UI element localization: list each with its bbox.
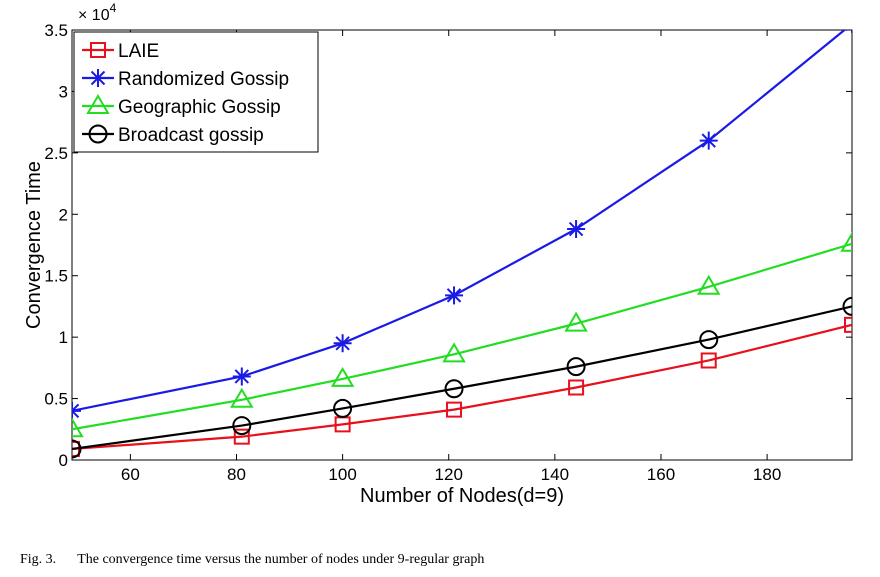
y-tick-label: 1 bbox=[59, 328, 68, 347]
x-tick-label: 80 bbox=[227, 465, 246, 484]
y-exponent-base: × 10 bbox=[78, 7, 110, 24]
data-point bbox=[568, 379, 585, 396]
legend-item: Broadcast gossip bbox=[82, 124, 264, 146]
data-point bbox=[72, 417, 84, 438]
data-point bbox=[845, 30, 852, 33]
asterisk-strokes bbox=[699, 131, 718, 150]
legend-marker bbox=[86, 94, 110, 114]
series-line bbox=[72, 305, 852, 451]
y-tick-label: 0.5 bbox=[44, 390, 68, 409]
data-point bbox=[232, 367, 251, 386]
y-exponent-label: × 104 bbox=[78, 1, 117, 24]
y-tick-label: 1.5 bbox=[44, 267, 68, 286]
y-tick-label: 2 bbox=[59, 205, 68, 224]
figure-caption: Fig. 3. The convergence time versus the … bbox=[20, 552, 484, 568]
data-point bbox=[699, 330, 719, 350]
data-point bbox=[840, 231, 852, 252]
data-point bbox=[72, 439, 82, 459]
y-axis-label: Convergence Time bbox=[23, 161, 45, 329]
asterisk-strokes bbox=[445, 286, 464, 305]
x-tick-label: 100 bbox=[328, 465, 356, 484]
data-point bbox=[330, 366, 355, 387]
series-broadcast-gossip bbox=[72, 296, 852, 459]
asterisk-strokes bbox=[232, 367, 251, 386]
legend-item: LAIE bbox=[82, 41, 159, 62]
data-point bbox=[567, 220, 586, 239]
legend-item: Randomized Gossip bbox=[82, 69, 289, 90]
data-point bbox=[333, 398, 353, 418]
legend-label: Randomized Gossip bbox=[118, 69, 289, 90]
x-tick-label: 160 bbox=[647, 465, 675, 484]
x-tick-label: 60 bbox=[121, 465, 140, 484]
data-point bbox=[699, 131, 718, 150]
data-point bbox=[230, 387, 254, 408]
series-randomized-gossip bbox=[72, 30, 852, 420]
legend-marker bbox=[90, 42, 106, 58]
legend-label: LAIE bbox=[118, 41, 159, 62]
y-tick-label: 3 bbox=[59, 82, 68, 101]
data-point bbox=[233, 428, 250, 445]
series-line bbox=[72, 323, 852, 451]
y-tick-label: 2.5 bbox=[44, 144, 68, 163]
asterisk-strokes bbox=[89, 69, 107, 87]
caption-label: Fig. 3. bbox=[20, 552, 57, 567]
chart: 60 80 100 120 140 160 180 0 0.5 1 1.5 2 2.5 3 3.5 LAIE… bbox=[23, 1, 853, 507]
asterisk-strokes bbox=[333, 334, 352, 353]
caption-text: The convergence time versus the number o… bbox=[77, 552, 485, 567]
x-axis-label: Number of Nodes(d=9) bbox=[360, 485, 564, 507]
data-point bbox=[566, 357, 586, 377]
asterisk-strokes bbox=[845, 30, 852, 33]
legend-label: Geographic Gossip bbox=[118, 97, 281, 118]
series-layer bbox=[72, 30, 852, 459]
x-tick-label: 140 bbox=[541, 465, 569, 484]
axes: 60 80 100 120 140 160 180 0 0.5 1 1.5 2 2.5 3 3.5 bbox=[44, 21, 853, 484]
legend-marker bbox=[88, 124, 108, 144]
x-tick-label: 180 bbox=[753, 465, 781, 484]
asterisk-strokes bbox=[567, 220, 586, 239]
data-point bbox=[444, 379, 464, 399]
legend-label: Broadcast gossip bbox=[118, 125, 264, 146]
data-point bbox=[844, 316, 852, 333]
data-point bbox=[333, 334, 352, 353]
x-tick-label: 120 bbox=[435, 465, 463, 484]
legend-item: Geographic Gossip bbox=[82, 94, 281, 118]
data-point bbox=[564, 311, 588, 332]
data-point bbox=[442, 342, 466, 363]
data-point bbox=[446, 401, 463, 418]
y-tick-label: 3.5 bbox=[44, 21, 68, 40]
series-geographic-gossip bbox=[72, 231, 852, 438]
y-tick-label: 0 bbox=[59, 451, 68, 470]
y-exponent-power: 4 bbox=[110, 1, 117, 15]
data-point bbox=[700, 352, 717, 369]
data-point bbox=[696, 274, 721, 295]
legend-marker bbox=[89, 69, 107, 87]
legend: LAIE Randomized Gossip Geographic Gossip Br… bbox=[73, 31, 319, 153]
data-point bbox=[842, 296, 852, 316]
series-line bbox=[72, 242, 852, 431]
legend-box bbox=[73, 31, 319, 153]
plot-frame bbox=[71, 29, 853, 461]
data-point bbox=[232, 416, 252, 436]
data-point bbox=[445, 286, 464, 305]
